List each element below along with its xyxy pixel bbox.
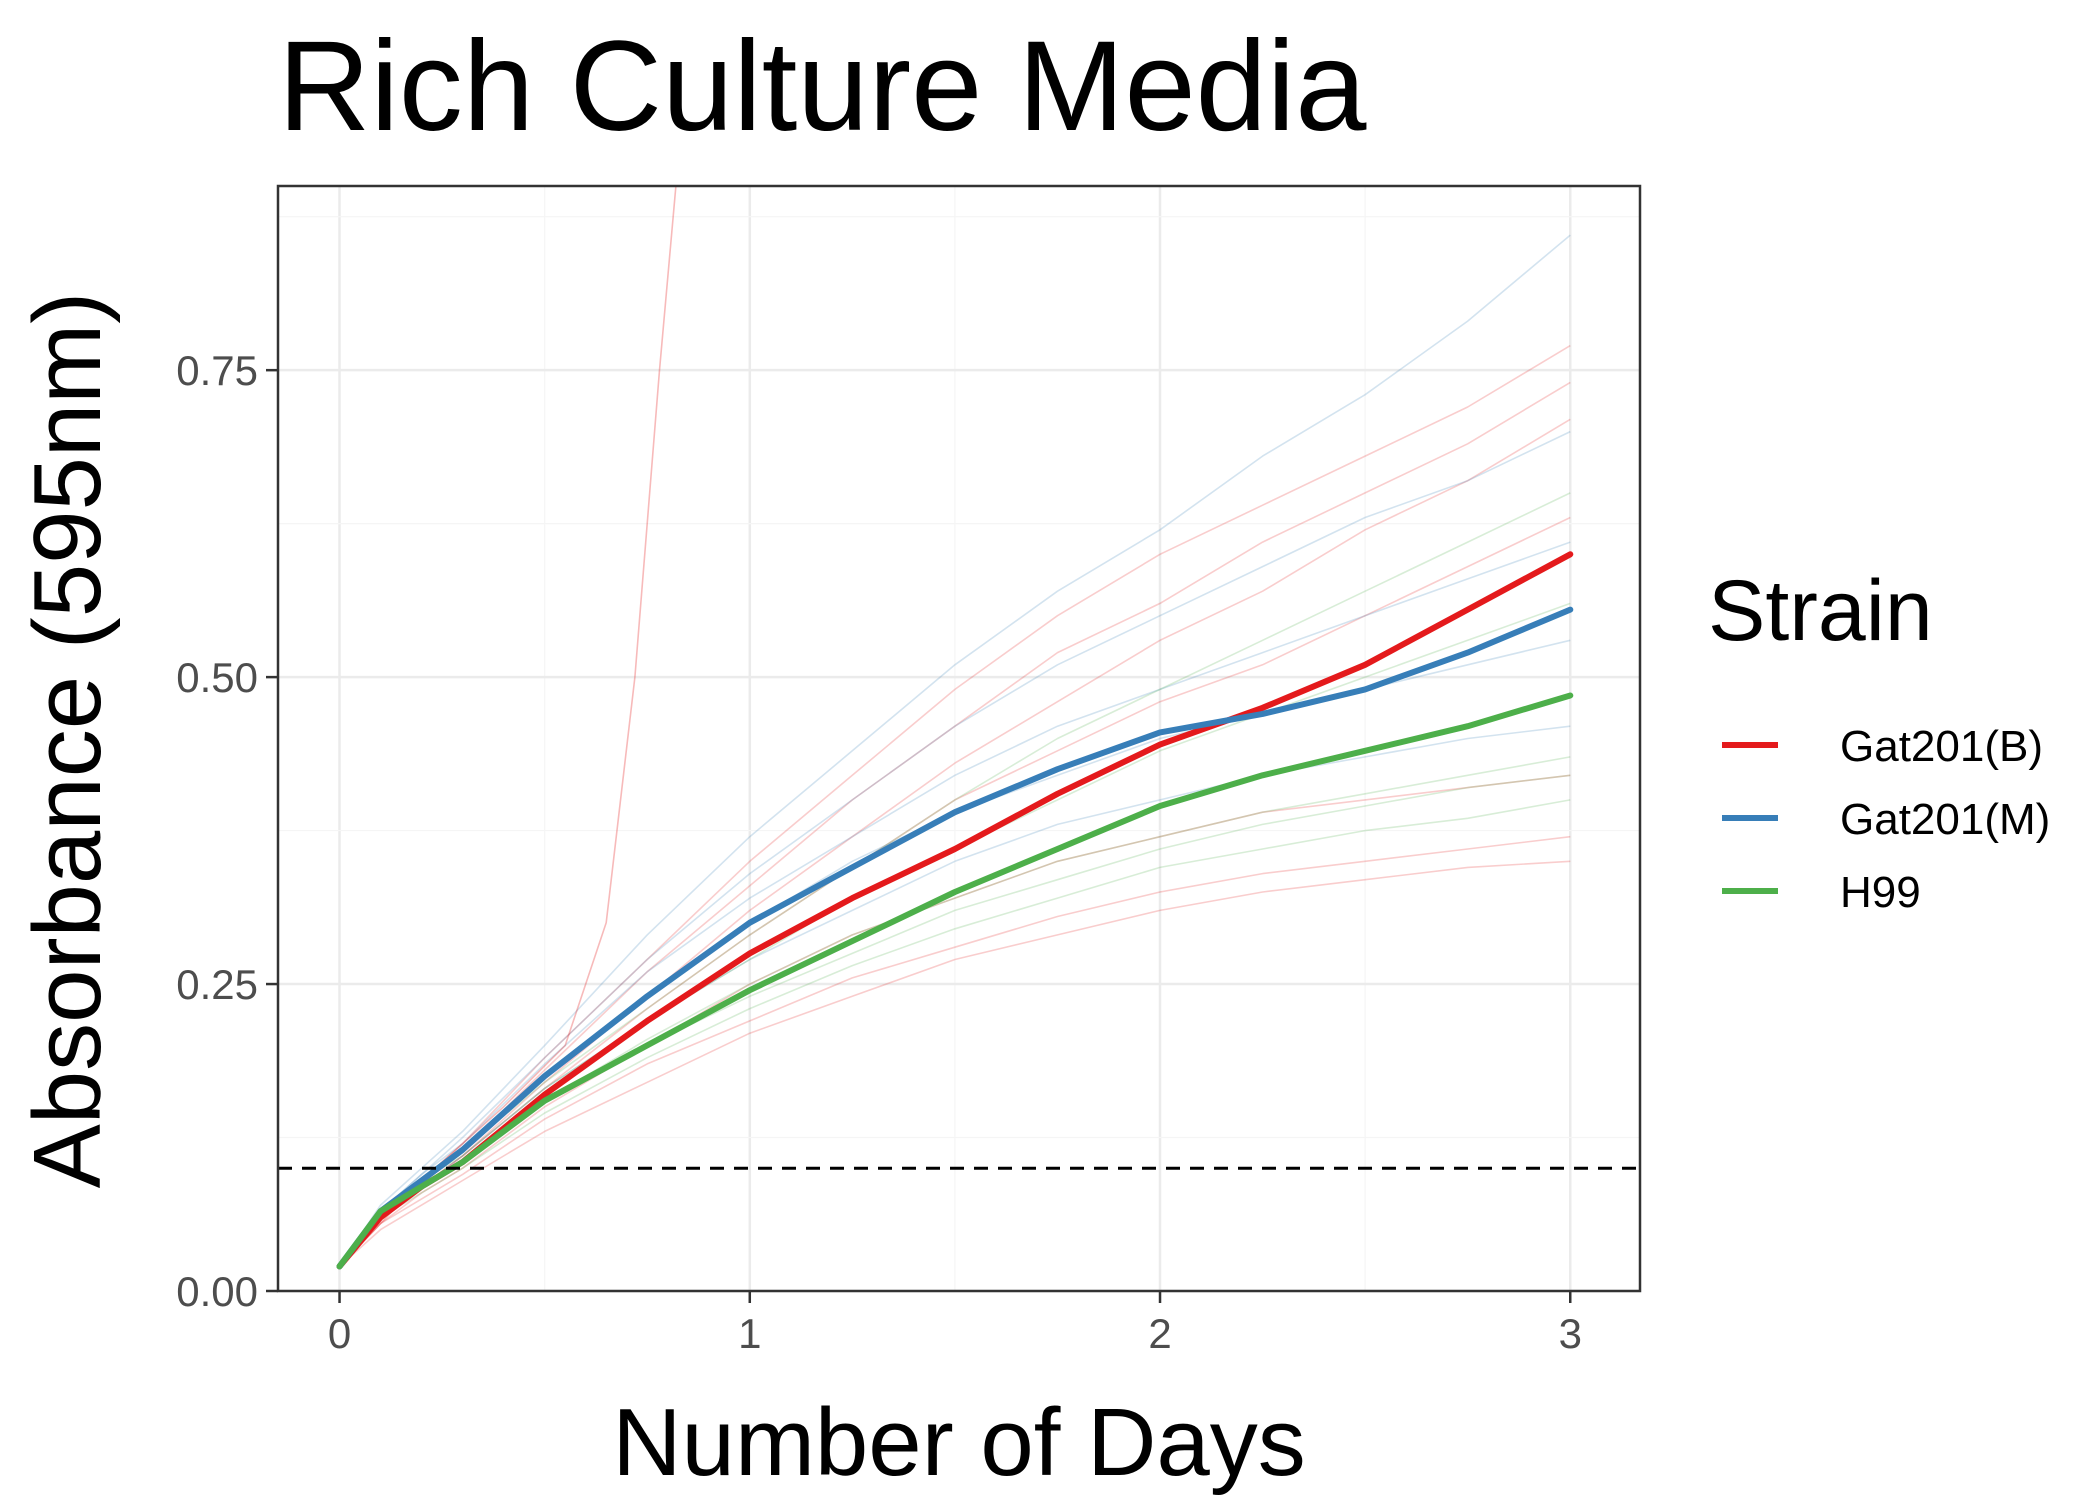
legend: Strain Gat201(B) Gat201(M) H99 (1708, 563, 2050, 917)
panel (276, 184, 1642, 1293)
chart-title: Rich Culture Media (278, 15, 1367, 158)
y-axis-ticks: 0.00 0.25 0.50 0.75 (176, 347, 278, 1315)
x-tick-label-0: 0 (328, 1310, 351, 1357)
y-axis-title: Absorbance (595nm) (14, 292, 121, 1188)
legend-title: Strain (1708, 563, 1933, 659)
legend-label-1: Gat201(M) (1840, 795, 2050, 844)
legend-label-0: Gat201(B) (1840, 722, 2043, 771)
legend-label-2: H99 (1840, 868, 1921, 917)
x-tick-label-2: 2 (1148, 1310, 1171, 1357)
plot-border (276, 184, 1642, 1293)
series-line-h99 (336, 692, 1574, 1270)
x-axis-ticks: 0 1 2 3 (328, 1291, 1582, 1357)
series-line-gat201-m- (336, 606, 1574, 1270)
y-tick-label-1: 0.25 (176, 961, 258, 1008)
replicate-line-4 (338, 860, 1571, 1267)
y-tick-label-3: 0.75 (176, 347, 258, 394)
y-tick-label-0: 0.00 (176, 1268, 258, 1315)
replicate-line-8 (338, 430, 1571, 1267)
x-tick-label-3: 3 (1559, 1310, 1582, 1357)
replicate-line-14 (338, 799, 1571, 1267)
replicate-line-3 (338, 835, 1571, 1267)
replicate-line-11 (338, 541, 1571, 1267)
replicate-line-2 (338, 774, 1571, 1267)
mean-lines (336, 551, 1574, 1270)
legend-items: Gat201(B) Gat201(M) H99 (1722, 722, 2050, 917)
replicate-line-7 (338, 234, 1571, 1267)
x-tick-label-1: 1 (738, 1310, 761, 1357)
x-axis-title: Number of Days (612, 1389, 1306, 1496)
y-tick-label-2: 0.50 (176, 654, 258, 701)
